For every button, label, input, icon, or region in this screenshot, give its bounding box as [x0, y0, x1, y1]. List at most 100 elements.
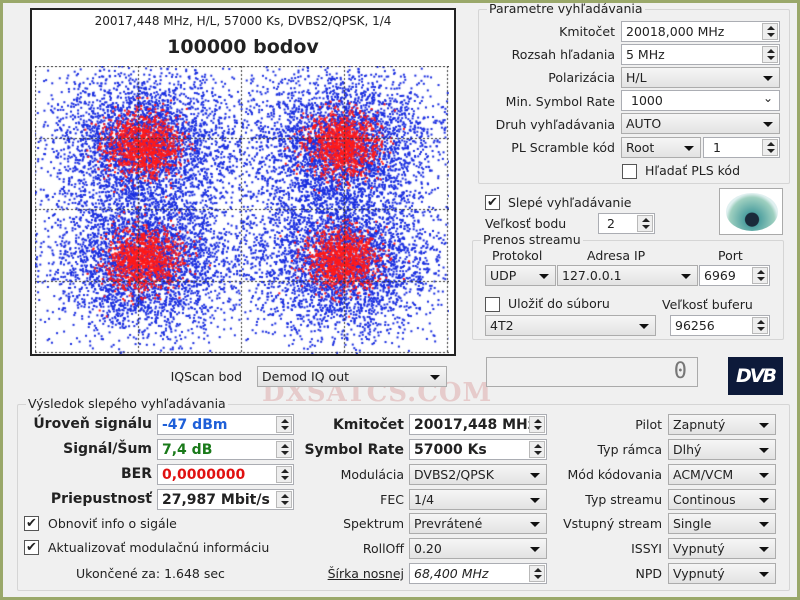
search-params-group: Parametre vyhľadávania	[478, 1, 790, 184]
chevron-down-icon	[430, 375, 440, 380]
result-4-label: Spektrum	[343, 516, 404, 531]
result-2-select[interactable]: DVBS2/QPSK	[409, 464, 547, 485]
port-input[interactable]: 6969	[699, 265, 770, 286]
point-size-input[interactable]: 2	[598, 213, 655, 234]
range-label: Rozsah hľadania	[511, 47, 615, 62]
chevron-down-icon	[759, 547, 769, 552]
result-6-label[interactable]: Šírka nosnej	[327, 566, 404, 581]
spinner-icon[interactable]	[752, 267, 768, 284]
stream-group: Prenos streamu	[472, 232, 784, 340]
result-4-select[interactable]: Prevrátené	[409, 513, 547, 534]
iqscan-select[interactable]: Demod IQ out	[257, 366, 447, 387]
iqscan-label: IQScan bod	[170, 369, 242, 384]
snr-label: Signál/Šum	[63, 441, 152, 457]
spinner-icon[interactable]	[529, 441, 545, 458]
polarization-select[interactable]: H/L	[621, 67, 780, 88]
spinner-icon[interactable]	[752, 317, 768, 334]
spinner-icon[interactable]	[529, 565, 545, 582]
save-to-file-checkbox[interactable]	[485, 297, 500, 312]
chevron-down-icon	[639, 324, 649, 329]
spinner-icon[interactable]	[529, 416, 545, 433]
spinner-icon[interactable]	[762, 139, 778, 156]
result-6-spin[interactable]: 68,400 MHz	[409, 563, 547, 584]
constellation-header: 20017,448 MHz, H/L, 57000 Ks, DVBS2/QPSK…	[94, 14, 392, 28]
result-5-select[interactable]: 0.20	[409, 538, 547, 559]
snr-field[interactable]: 7,4 dB	[157, 439, 294, 460]
chevron-down-icon	[759, 423, 769, 428]
result-right-1-select[interactable]: Dlhý	[668, 439, 776, 460]
result-5-label: RollOff	[362, 541, 404, 556]
find-pls-checkbox[interactable]	[622, 164, 637, 179]
signal-level-field[interactable]: -47 dBm	[157, 414, 294, 435]
port-label: Port	[718, 248, 743, 263]
polarization-label: Polarizácia	[548, 70, 615, 85]
blind-search-label: Slepé vyhľadávanie	[508, 195, 632, 210]
result-1-spin[interactable]: 57000 Ks	[409, 439, 547, 460]
frequency-input[interactable]: 20018,000 MHz	[621, 21, 780, 42]
constellation-panel: 20017,448 MHz, H/L, 57000 Ks, DVBS2/QPSK…	[30, 8, 456, 356]
cat-fish-image	[719, 188, 783, 235]
chevron-down-icon	[530, 547, 540, 552]
spinner-icon[interactable]	[276, 466, 292, 483]
ber-label: BER	[120, 466, 152, 482]
chevron-down-icon	[684, 146, 694, 151]
min-symbol-rate-combo[interactable]: 1000 ⌄	[621, 90, 780, 111]
result-right-0-label: Pilot	[635, 417, 662, 432]
pls-code-input[interactable]: 1	[703, 137, 780, 158]
group-title: Prenos streamu	[481, 232, 583, 247]
spinner-icon[interactable]	[276, 416, 292, 433]
dvb-logo: DVB	[728, 357, 783, 395]
format-select[interactable]: 4T2	[485, 315, 656, 336]
spinner-icon[interactable]	[276, 441, 292, 458]
protocol-label: Protokol	[492, 248, 543, 263]
refresh-mod-checkbox[interactable]: ✔	[24, 540, 39, 555]
blind-search-checkbox[interactable]: ✔	[485, 195, 500, 210]
chevron-down-icon	[759, 473, 769, 478]
protocol-select[interactable]: UDP	[485, 265, 556, 286]
chevron-down-icon	[759, 572, 769, 577]
blind-result-group: Výsledok slepého vyhľadávania	[17, 396, 790, 591]
finished-time: Ukončené za: 1.648 sec	[76, 566, 225, 581]
result-right-3-select[interactable]: Continous	[668, 489, 776, 510]
chevron-down-icon	[759, 522, 769, 527]
buffer-size-label: Veľkosť buferu	[662, 297, 753, 312]
chevron-down-icon	[763, 76, 773, 81]
search-type-label: Druh vyhľadávania	[495, 117, 615, 132]
result-right-6-select[interactable]: Vypnutý	[668, 563, 776, 584]
point-size-label: Veľkosť bodu	[485, 216, 567, 231]
spinner-icon[interactable]	[762, 23, 778, 40]
chevron-down-icon	[539, 274, 549, 279]
spinner-icon[interactable]	[276, 491, 292, 508]
constellation-plot	[35, 66, 449, 354]
ip-select[interactable]: 127.0.0.1	[557, 265, 698, 286]
result-right-5-select[interactable]: Vypnutý	[668, 538, 776, 559]
spinner-icon[interactable]	[762, 46, 778, 63]
range-input[interactable]: 5 MHz	[621, 44, 780, 65]
pls-mode-select[interactable]: Root	[621, 137, 701, 158]
throughput-field[interactable]: 27,987 Mbit/s	[157, 489, 294, 510]
spinner-icon[interactable]	[637, 215, 653, 232]
result-2-label: Modulácia	[340, 467, 404, 482]
constellation-title: 100000 bodov	[167, 36, 319, 58]
refresh-mod-label: Aktualizovať modulačnú informáciu	[48, 540, 270, 555]
result-right-4-select[interactable]: Single	[668, 513, 776, 534]
find-pls-label: Hľadať PLS kód	[645, 163, 741, 178]
result-right-0-select[interactable]: Zapnutý	[668, 414, 776, 435]
refresh-info-checkbox[interactable]: ✔	[24, 516, 39, 531]
group-title: Výsledok slepého vyhľadávania	[26, 396, 228, 411]
buffer-size-input[interactable]: 96256	[670, 315, 770, 336]
result-right-1-label: Typ rámca	[597, 442, 662, 457]
ber-field[interactable]: 0,0000000	[157, 464, 294, 485]
result-right-5-label: ISSYI	[631, 541, 662, 556]
chevron-down-icon	[759, 498, 769, 503]
result-right-2-select[interactable]: ACM/VCM	[668, 464, 776, 485]
status-display: 0	[486, 357, 698, 387]
chevron-down-icon	[530, 473, 540, 478]
chevron-down-icon	[681, 274, 691, 279]
search-type-select[interactable]: AUTO	[621, 113, 780, 134]
signal-level-label: Úroveň signálu	[33, 416, 152, 432]
result-0-spin[interactable]: 20017,448 MHz	[409, 414, 547, 435]
chevron-down-icon	[759, 448, 769, 453]
throughput-label: Priepustnosť	[50, 491, 152, 507]
result-3-select[interactable]: 1/4	[409, 489, 547, 510]
